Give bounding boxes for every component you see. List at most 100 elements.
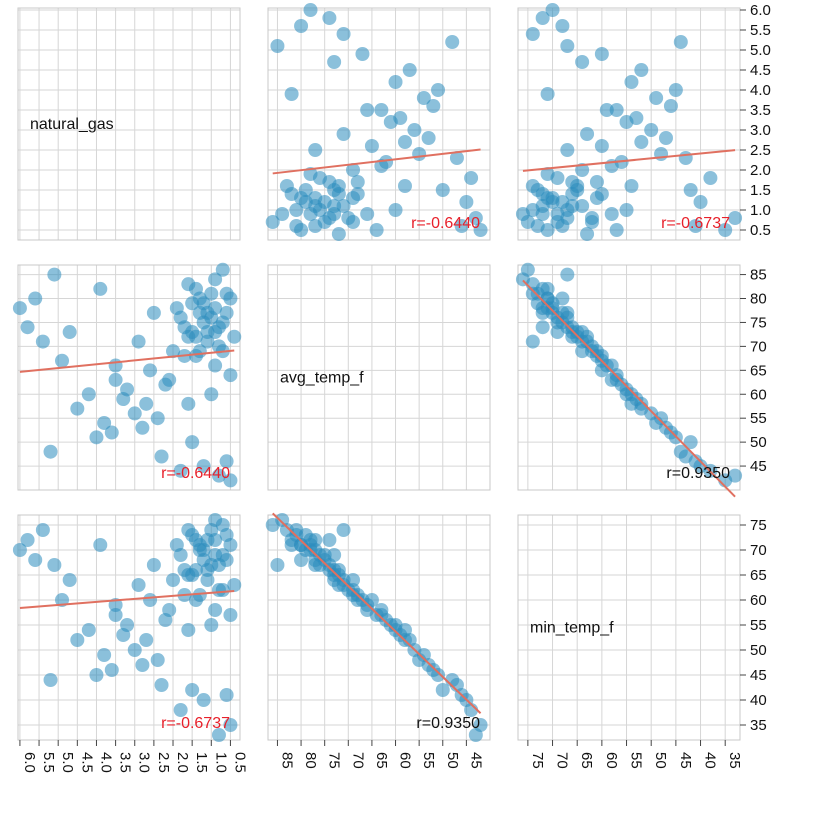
- data-point: [108, 358, 123, 373]
- data-point: [211, 728, 226, 742]
- data-point: [62, 573, 77, 587]
- data-point: [327, 548, 342, 562]
- data-point: [560, 267, 575, 282]
- panel-frame: [17, 514, 241, 741]
- data-point: [47, 267, 62, 282]
- data-point: [421, 131, 436, 145]
- data-point: [150, 411, 165, 426]
- data-point: [397, 179, 412, 193]
- correlation-label: r=-0.6737: [661, 215, 730, 232]
- data-point: [104, 425, 119, 440]
- data-point: [535, 320, 550, 335]
- data-point: [594, 139, 609, 153]
- correlation-label: r=-0.6440: [411, 215, 480, 232]
- data-point: [192, 543, 207, 557]
- data-point: [169, 301, 184, 316]
- panel-2-0: r=-0.6737: [12, 513, 242, 742]
- regression-line: [19, 349, 235, 373]
- panel-2-1: r=0.9350: [265, 512, 491, 742]
- data-point: [634, 135, 649, 149]
- data-point: [93, 538, 108, 552]
- panel-frame: [17, 264, 241, 491]
- panel-frame: [17, 7, 241, 241]
- x-tick-label: 0.5: [231, 752, 248, 773]
- regression-line: [272, 512, 482, 714]
- y-tick-label: 55: [750, 617, 767, 634]
- data-point: [402, 63, 417, 77]
- regression-line: [522, 279, 736, 498]
- data-point: [619, 203, 634, 217]
- data-point: [589, 175, 604, 189]
- data-point: [388, 203, 403, 217]
- data-point: [204, 286, 219, 301]
- data-point: [374, 603, 389, 617]
- data-point: [43, 673, 58, 687]
- y-tick-label: 45: [750, 667, 767, 684]
- data-point: [468, 728, 483, 742]
- data-point: [525, 27, 540, 41]
- data-point: [143, 363, 158, 378]
- data-point: [135, 658, 150, 672]
- data-point: [585, 215, 599, 229]
- data-point: [181, 623, 196, 637]
- data-point: [388, 618, 403, 632]
- x-tick-label: 75: [326, 752, 343, 769]
- data-point: [728, 211, 743, 225]
- data-point: [350, 175, 365, 189]
- data-point: [346, 215, 361, 229]
- data-point: [407, 123, 422, 137]
- data-point: [154, 678, 169, 692]
- data-point: [322, 11, 337, 25]
- data-point: [219, 688, 234, 702]
- data-point: [421, 658, 436, 672]
- data-point: [223, 291, 238, 306]
- data-point: [303, 3, 318, 17]
- data-point: [169, 538, 184, 552]
- data-point: [127, 643, 142, 657]
- x-tick-label: 45: [467, 752, 484, 769]
- data-point: [336, 199, 351, 213]
- data-point: [185, 435, 200, 450]
- variable-label: avg_temp_f: [280, 370, 364, 387]
- data-point: [580, 227, 595, 241]
- data-point: [540, 167, 555, 181]
- data-point: [303, 167, 318, 181]
- panel-frame: [517, 514, 741, 741]
- data-point: [619, 387, 634, 402]
- panel-0-1: r=-0.6440: [265, 3, 491, 241]
- x-tick-label: 6.0: [21, 752, 38, 773]
- panel-frame: [267, 514, 491, 741]
- data-point: [308, 533, 323, 547]
- data-point: [146, 558, 161, 572]
- panel-1-1: avg_temp_f: [267, 264, 491, 491]
- data-point: [575, 199, 590, 213]
- data-point: [644, 123, 659, 137]
- data-point: [535, 199, 550, 213]
- data-point: [289, 203, 304, 217]
- data-point: [673, 444, 688, 459]
- data-point: [215, 583, 230, 597]
- x-tick-label: 80: [302, 752, 319, 769]
- data-point: [589, 191, 604, 205]
- data-point: [459, 195, 474, 209]
- data-point: [219, 454, 234, 469]
- data-point: [208, 358, 223, 373]
- data-point: [208, 325, 223, 340]
- data-point: [393, 111, 408, 125]
- data-point: [599, 103, 614, 117]
- data-point: [668, 83, 683, 97]
- data-point: [104, 663, 119, 677]
- data-point: [535, 11, 550, 25]
- data-point: [580, 127, 595, 141]
- correlation-label: r=-0.6737: [161, 715, 230, 732]
- data-point: [162, 603, 177, 617]
- y-tick-label: 5.0: [750, 42, 771, 59]
- y-tick-label: 40: [750, 692, 767, 709]
- x-tick-label: 1.5: [193, 752, 210, 773]
- y-tick-label: 0.5: [750, 222, 771, 239]
- y-tick-label: 35: [750, 717, 767, 734]
- x-tick-label: 50: [444, 752, 461, 769]
- data-point: [449, 151, 464, 165]
- data-point: [654, 147, 669, 161]
